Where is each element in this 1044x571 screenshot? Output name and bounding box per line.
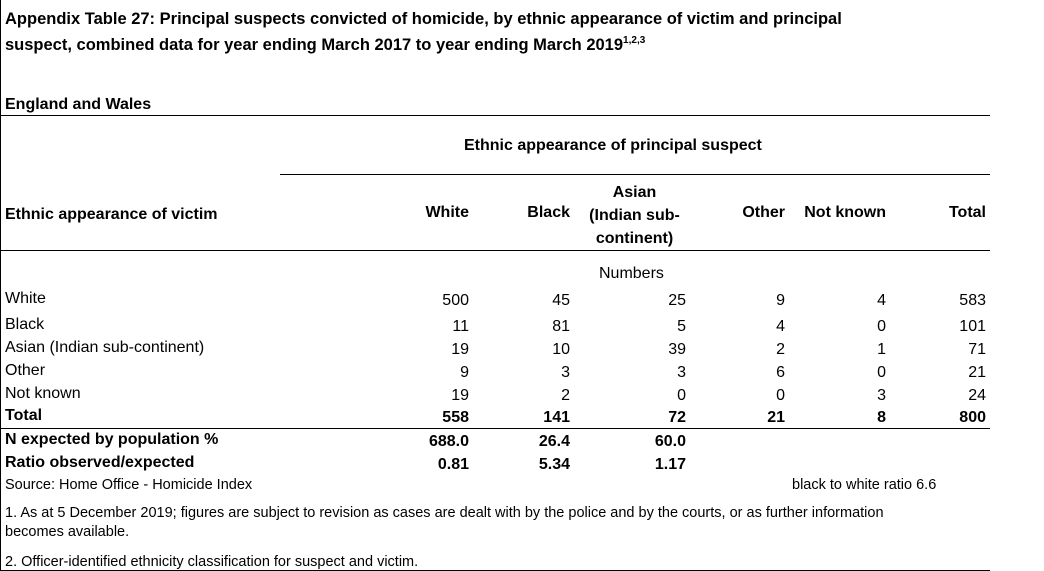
row-total-black-value: 141 — [543, 409, 570, 426]
row-white-not-known-value: 4 — [877, 292, 886, 309]
col-header-asian-line-1: Asian — [612, 184, 657, 201]
row-expected-white-value: 688.0 — [428, 433, 469, 450]
row-other-asian-value: 3 — [677, 364, 686, 381]
footnote-1-line-1: 1. As at 5 December 2019; figures are su… — [5, 505, 884, 521]
row-other-black-value: 3 — [561, 364, 570, 381]
col-header-other: Other — [742, 204, 785, 221]
row-ratio-asian-value: 1.17 — [654, 456, 686, 473]
header-underline — [0, 250, 990, 251]
col-header-black: Black — [527, 204, 570, 221]
row-black-other-value: 4 — [776, 318, 785, 335]
row-not-known-asian-value: 0 — [677, 387, 686, 404]
row-total-other-value: 21 — [767, 409, 785, 426]
row-ratio-black-value: 5.34 — [538, 456, 570, 473]
col-header-total: Total — [948, 204, 986, 221]
row-white-other-value: 9 — [776, 292, 785, 309]
row-other-total-value: 21 — [968, 364, 986, 381]
title-footnote-refs: 1,2,3 — [623, 35, 646, 46]
col-header-asian-line-3: continent) — [595, 230, 674, 247]
row-total-not-known-value: 8 — [877, 409, 886, 426]
row-black-black-value: 81 — [552, 318, 570, 335]
row-ratio-white-value: 0.81 — [437, 456, 469, 473]
row-asian-indian-sub-continent-black-value: 10 — [552, 341, 570, 358]
row-not-known-black-value: 2 — [561, 387, 570, 404]
row-asian-indian-sub-continent-white-value: 19 — [451, 341, 469, 358]
total-underline — [0, 428, 990, 429]
footnote-1: 1. As at 5 December 2019; figures are su… — [5, 504, 884, 542]
region-label: England and Wales — [5, 96, 152, 113]
row-other-label: Other — [5, 362, 46, 379]
row-not-known-white-value: 19 — [451, 387, 469, 404]
col-header-white: White — [425, 204, 469, 221]
row-other-not-known-value: 0 — [877, 364, 886, 381]
row-total-white-value: 558 — [442, 409, 469, 426]
row-expected-black-value: 26.4 — [538, 433, 570, 450]
row-white-white-value: 500 — [442, 292, 469, 309]
row-black-not-known-value: 0 — [877, 318, 886, 335]
victim-column-header: Ethnic appearance of victim — [5, 206, 218, 223]
footnote-2: 2. Officer-identified ethnicity classifi… — [5, 554, 419, 570]
row-asian-indian-sub-continent-asian-value: 39 — [668, 341, 686, 358]
row-total-asian-value: 72 — [668, 409, 686, 426]
row-other-white-value: 9 — [460, 364, 469, 381]
region-underline — [0, 115, 990, 116]
ratio-note: black to white ratio 6.6 — [792, 477, 937, 493]
row-black-asian-value: 5 — [677, 318, 686, 335]
row-other-other-value: 6 — [776, 364, 785, 381]
footnote-1-line-2: becomes available. — [5, 524, 130, 540]
row-black-white-value: 11 — [452, 318, 469, 335]
row-black-label: Black — [5, 316, 45, 333]
row-white-asian-value: 25 — [668, 292, 686, 309]
row-total-label: Total — [5, 407, 43, 424]
row-not-known-other-value: 0 — [776, 387, 785, 404]
row-asian-indian-sub-continent-other-value: 2 — [776, 341, 785, 358]
row-expected-label: N expected by population % — [5, 431, 219, 448]
title-line-1: Appendix Table 27: Principal suspects co… — [5, 10, 842, 28]
row-black-total-value: 101 — [959, 318, 986, 335]
row-not-known-total-value: 24 — [968, 387, 986, 404]
col-header-asian-line-2: (Indian sub- — [589, 207, 680, 224]
row-white-black-value: 45 — [552, 292, 570, 309]
units-label: Numbers — [599, 265, 664, 282]
row-white-label: White — [5, 290, 46, 307]
row-asian-indian-sub-continent-not-known-value: 1 — [877, 341, 886, 358]
row-white-total-value: 583 — [959, 292, 986, 309]
source-note: Source: Home Office - Homicide Index — [5, 477, 253, 493]
title-line-2: suspect, combined data for year ending M… — [5, 36, 624, 54]
row-asian-indian-sub-continent-label: Asian (Indian sub-continent) — [5, 339, 205, 356]
row-not-known-not-known-value: 3 — [877, 387, 886, 404]
row-ratio-label: Ratio observed/expected — [5, 454, 195, 471]
row-asian-indian-sub-continent-total-value: 71 — [968, 341, 986, 358]
suspect-group-underline — [280, 174, 990, 175]
row-not-known-label: Not known — [5, 385, 81, 402]
row-expected-asian-value: 60.0 — [654, 433, 686, 450]
row-total-total-value: 800 — [959, 409, 986, 426]
suspect-group-header: Ethnic appearance of principal suspect — [464, 137, 762, 154]
left-border — [0, 0, 1, 571]
col-header-asian: Asian (Indian sub- continent) — [583, 181, 686, 250]
col-header-not-known: Not known — [804, 204, 886, 221]
table-title: Appendix Table 27: Principal suspects co… — [5, 6, 842, 58]
